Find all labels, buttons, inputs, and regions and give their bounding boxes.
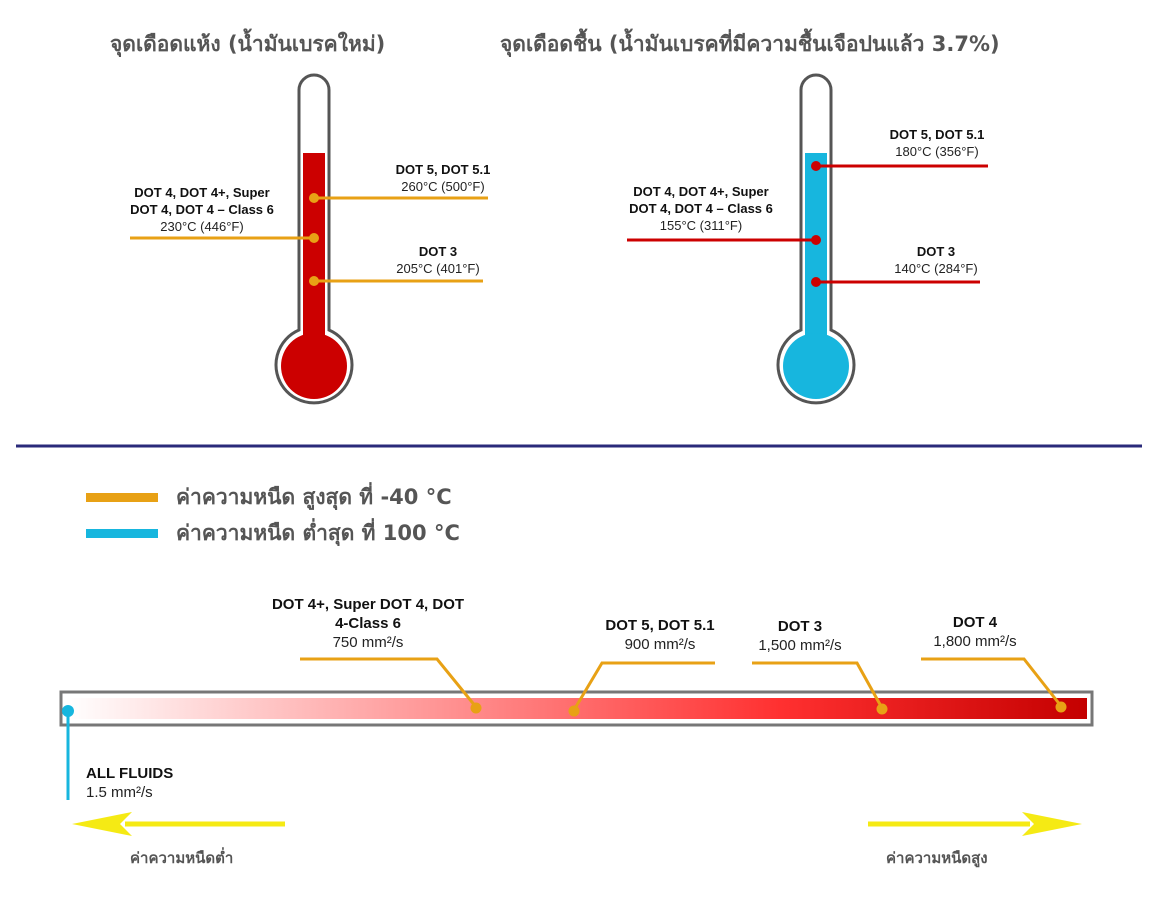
marker-all-fluids	[62, 705, 74, 717]
dry-boiling-title: จุดเดือดแห้ง (น้ำมันเบรคใหม่)	[110, 32, 386, 56]
dry-marker-dot4	[309, 233, 319, 243]
wet-boiling-title: จุดเดือดชื้น (น้ำมันเบรคที่มีความชื้นเจื…	[500, 32, 1000, 56]
marker-dot3	[876, 703, 888, 715]
wet-thermometer-fluid	[805, 153, 827, 353]
viscosity-label-dot3: DOT 3 1,500 mm²/s	[758, 618, 842, 654]
legend-swatch-blue	[86, 528, 158, 538]
wet-marker-dot4	[811, 235, 821, 245]
wet-thermometer-bulb	[783, 333, 849, 399]
legend-swatch-orange	[86, 492, 158, 502]
dry-label-dot5: DOT 5, DOT 5.1 260°C (500°F)	[395, 162, 491, 194]
viscosity-leaders	[62, 657, 1067, 800]
marker-dot4plus	[470, 702, 482, 714]
legend-min-viscosity: ค่าความหนืด ต่ำสุด ที่ 100 °C	[86, 518, 460, 548]
wet-label-dot3: DOT 3 140°C (284°F)	[894, 244, 978, 276]
leader-dot4	[921, 657, 1063, 707]
dry-markers	[130, 193, 488, 286]
wet-label-dot4: DOT 4, DOT 4+, Super DOT 4, DOT 4 – Class…	[629, 184, 773, 233]
leader-dot3	[752, 661, 884, 709]
legend-label-min: ค่าความหนืด ต่ำสุด ที่ 100 °C	[176, 520, 460, 545]
viscosity-label-dot5: DOT 5, DOT 5.1 900 mm²/s	[605, 617, 715, 653]
wet-marker-dot5	[811, 161, 821, 171]
leader-dot5	[572, 661, 715, 711]
marker-dot4	[1055, 701, 1067, 713]
legend-label-max: ค่าความหนืด สูงสุด ที่ -40 °C	[176, 484, 452, 509]
leader-dot4plus	[300, 657, 478, 708]
wet-marker-dot3	[811, 277, 821, 287]
low-viscosity-caption: ค่าความหนืดต่ำ	[130, 849, 234, 867]
wet-markers	[627, 161, 988, 287]
marker-dot5	[568, 705, 580, 717]
dry-label-dot4: DOT 4, DOT 4+, Super DOT 4, DOT 4 – Class…	[130, 185, 274, 234]
dry-thermometer-fluid	[303, 153, 325, 353]
legend-max-viscosity: ค่าความหนืด สูงสุด ที่ -40 °C	[86, 482, 452, 512]
low-viscosity-arrow	[72, 812, 285, 836]
viscosity-label-dot4: DOT 4 1,800 mm²/s	[933, 614, 1017, 650]
dry-label-dot3: DOT 3 205°C (401°F)	[396, 244, 480, 276]
viscosity-label-dot4plus: DOT 4+, Super DOT 4, DOT 4-Class 6 750 mm²…	[271, 596, 465, 651]
high-viscosity-arrow	[868, 812, 1082, 836]
dry-thermometer-bulb	[281, 333, 347, 399]
dry-marker-dot3	[309, 276, 319, 286]
viscosity-label-all-fluids: ALL FLUIDS 1.5 mm²/s	[86, 765, 174, 801]
high-viscosity-caption: ค่าความหนืดสูง	[886, 849, 988, 867]
wet-label-dot5: DOT 5, DOT 5.1 180°C (356°F)	[889, 127, 985, 159]
dry-marker-dot5	[309, 193, 319, 203]
